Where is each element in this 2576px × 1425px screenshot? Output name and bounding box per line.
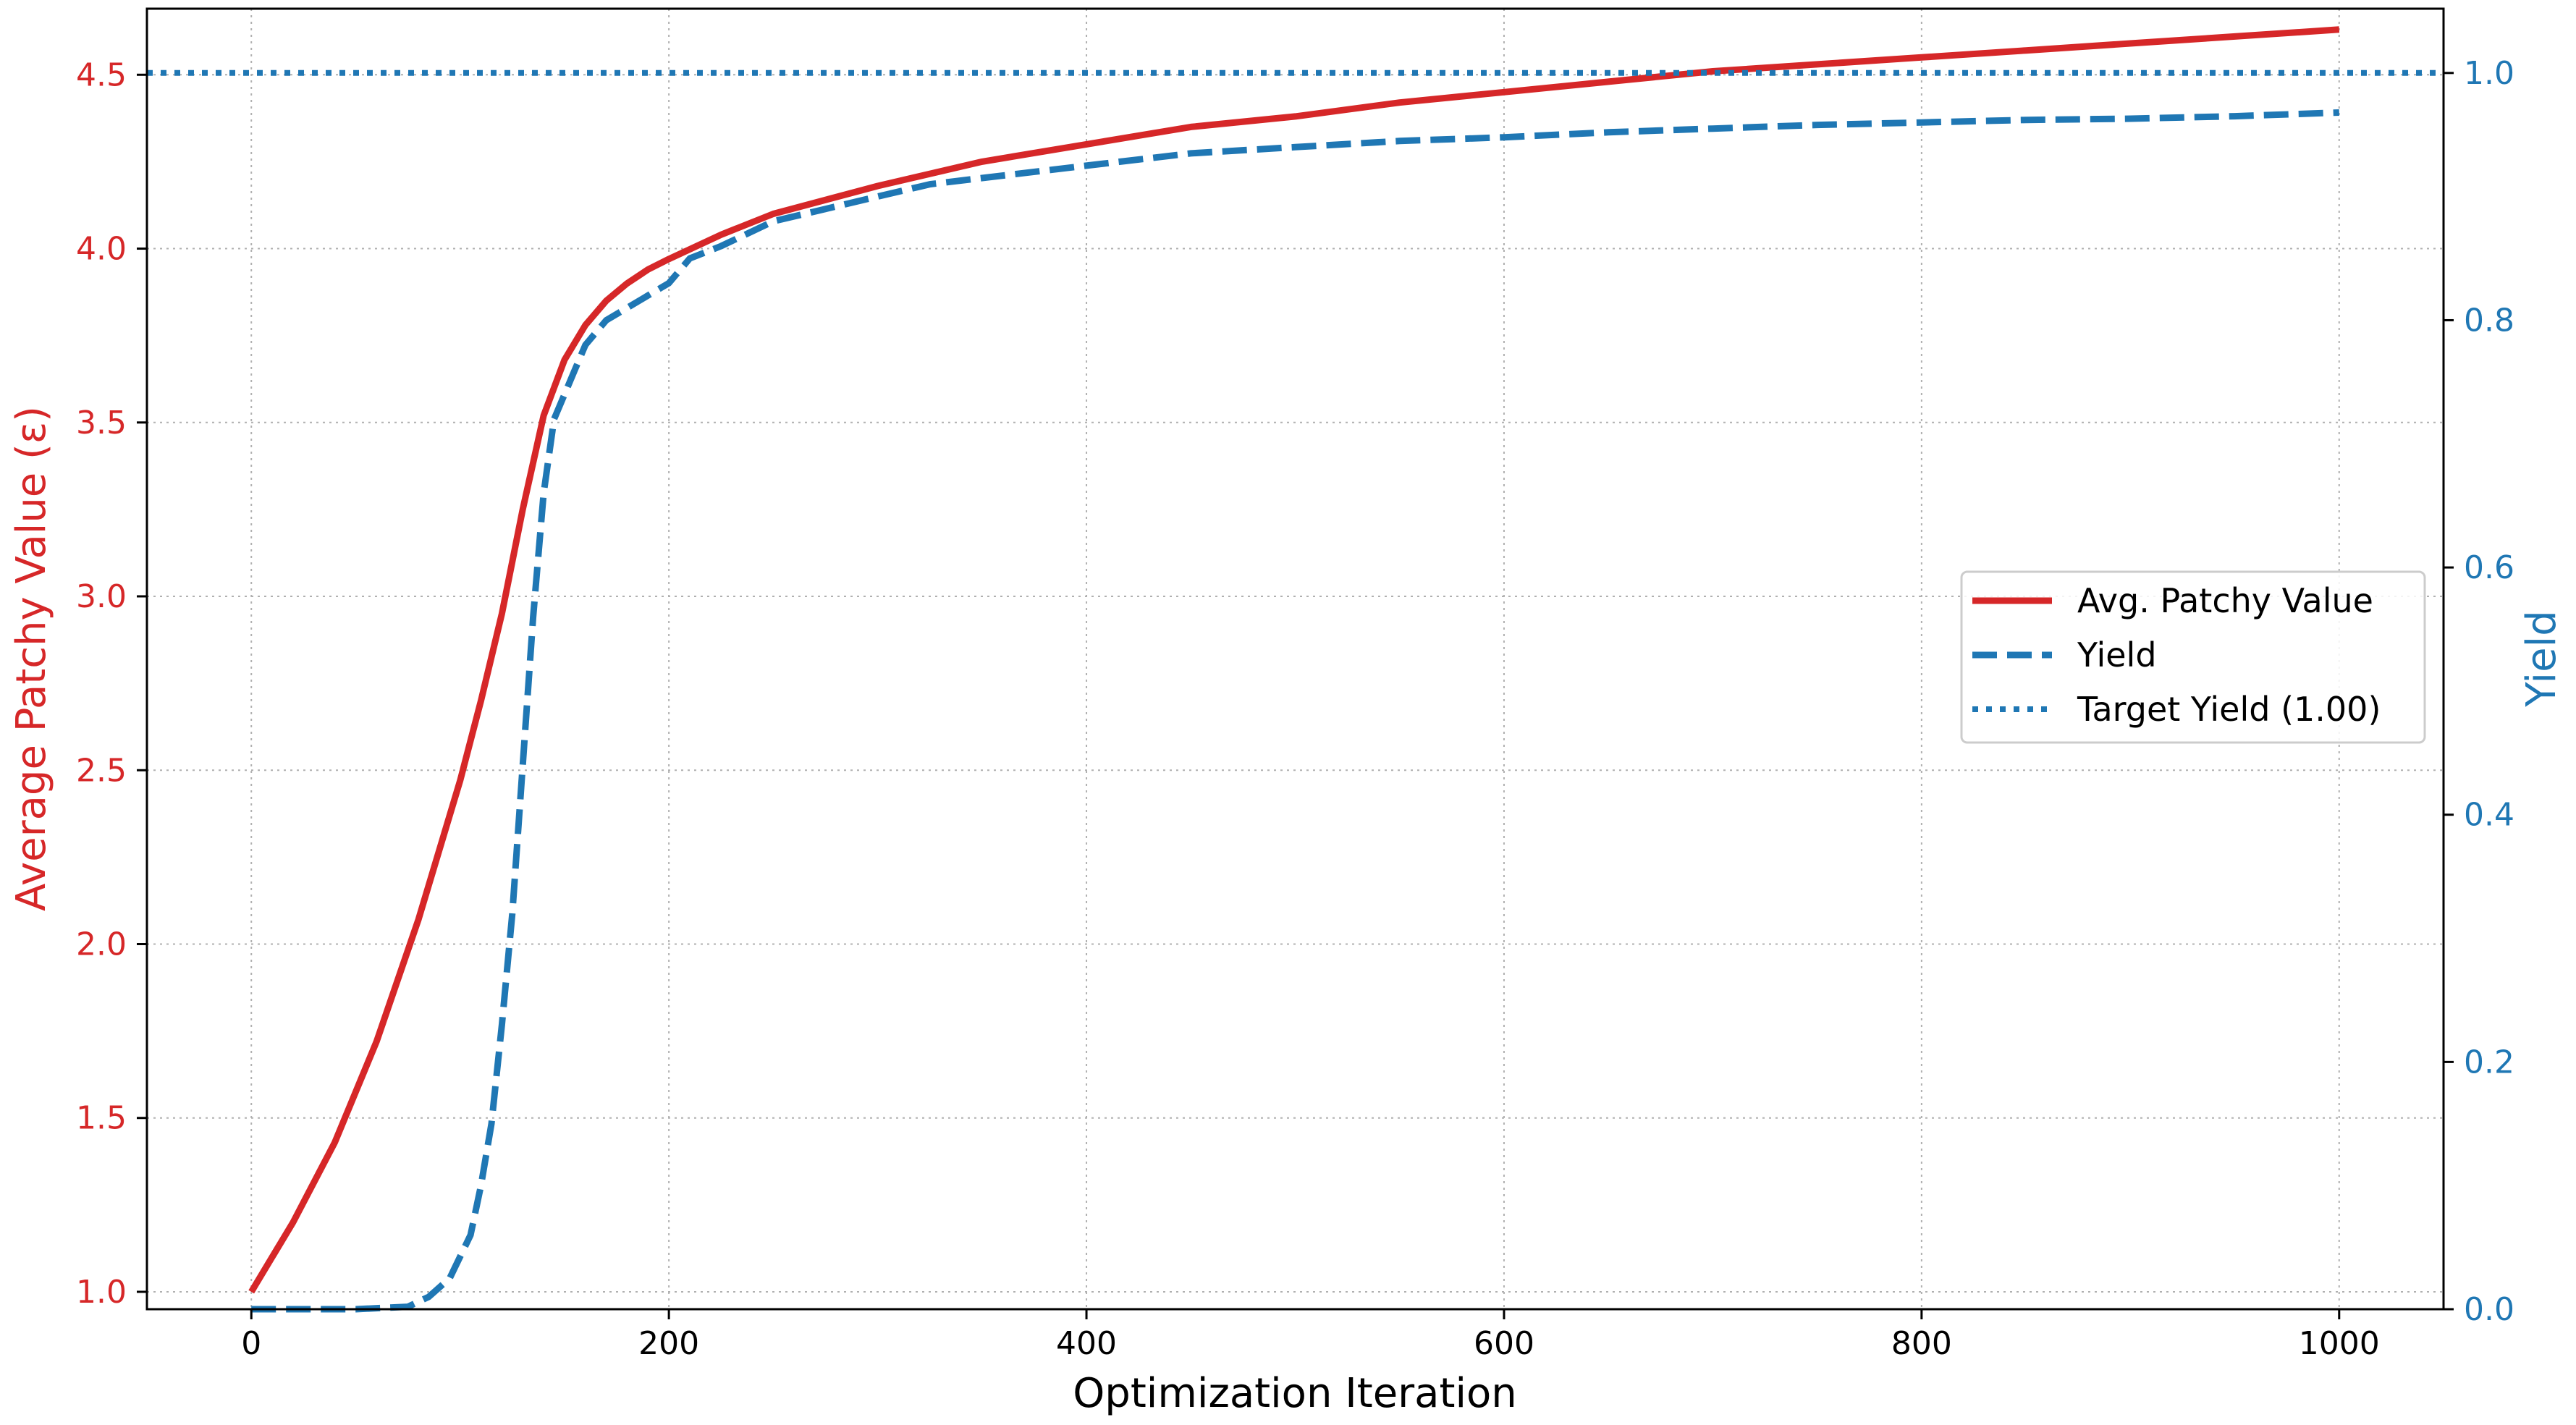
right-y-tick-label: 0.6	[2464, 549, 2514, 586]
right-y-tick-label: 0.8	[2464, 302, 2514, 339]
x-tick-label: 600	[1474, 1325, 1534, 1362]
legend-label-target-yield: Target Yield (1.00)	[2077, 690, 2381, 729]
legend-box	[1960, 570, 2426, 744]
x-tick-label: 400	[1056, 1325, 1117, 1362]
left-y-tick-label: 3.5	[76, 405, 127, 441]
x-axis-title: Optimization Iteration	[1073, 1370, 1517, 1417]
x-tick-label: 0	[241, 1325, 261, 1362]
series-line-avg-patchy-value	[248, 26, 2340, 1294]
left-y-axis-title: Average Patchy Value (ε)	[8, 406, 55, 911]
legend-label-avg-patchy-value: Avg. Patchy Value	[2077, 581, 2373, 620]
x-tick-label: 200	[638, 1325, 699, 1362]
left-y-tick-label: 4.5	[76, 56, 127, 93]
series-line-yield	[251, 109, 2339, 1313]
left-y-tick-label: 4.0	[76, 231, 127, 268]
right-y-tick-label: 0.4	[2464, 797, 2514, 834]
x-tick-label: 800	[1891, 1325, 1952, 1362]
left-y-tick-label: 1.5	[76, 1100, 127, 1137]
grid	[147, 9, 2444, 1309]
axis-ticks: 0 200 400 600 800 1000 1.0 1.5 2.0 2.5 3.0 3.5 4.0 4.…	[76, 55, 2514, 1362]
right-y-axis-title: Yield	[2518, 610, 2565, 707]
plot-frame	[145, 7, 2445, 1311]
x-tick-label: 1000	[2299, 1325, 2380, 1362]
legend: Avg. Patchy Value Yield Target Yield (1.…	[1960, 570, 2426, 744]
right-y-tick-label: 1.0	[2464, 55, 2514, 92]
left-y-tick-label: 2.0	[76, 926, 127, 963]
legend-label-yield: Yield	[2077, 635, 2157, 675]
series-lines	[147, 26, 2444, 1313]
left-y-tick-label: 2.5	[76, 752, 127, 789]
left-y-tick-label: 1.0	[76, 1274, 127, 1311]
right-y-tick-label: 0.0	[2464, 1291, 2514, 1328]
right-y-tick-label: 0.2	[2464, 1044, 2514, 1081]
left-y-tick-label: 3.0	[76, 578, 127, 615]
